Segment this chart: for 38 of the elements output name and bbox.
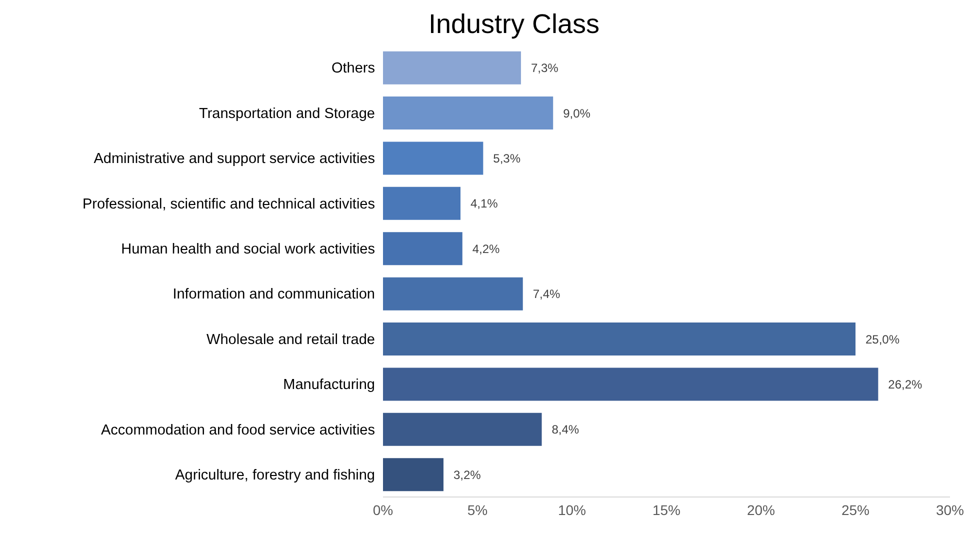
- x-tick-label: 20%: [746, 502, 776, 518]
- bar: [383, 232, 462, 266]
- chart-title: Industry Class: [427, 8, 601, 41]
- x-tick-label: 25%: [841, 502, 870, 518]
- data-label: 9,0%: [563, 106, 591, 120]
- x-tick-label: 5%: [467, 502, 488, 518]
- x-tick-label: 0%: [372, 502, 394, 518]
- data-label: 7,4%: [532, 287, 561, 302]
- bar: [383, 96, 554, 130]
- x-tick-label: 10%: [558, 502, 586, 518]
- data-label: 26,2%: [888, 377, 923, 392]
- y-tick-label: Agriculture, forestry and fishing: [175, 468, 375, 484]
- y-tick-label: Information and communication: [172, 286, 375, 303]
- y-tick-label: Others: [331, 60, 375, 77]
- bar: [383, 186, 460, 220]
- data-label: 7,3%: [530, 61, 559, 76]
- y-tick-label: Administrative and support service activities: [94, 151, 375, 168]
- y-tick-label: Professional, scientific and technical activities: [82, 196, 375, 212]
- data-label: 8,4%: [552, 422, 580, 437]
- data-label: 4,1%: [470, 196, 498, 211]
- data-label: 4,2%: [472, 242, 500, 256]
- y-tick-label: Human health and social work activities: [121, 242, 375, 258]
- bar: [383, 51, 521, 84]
- bar: [383, 142, 484, 175]
- data-label: 5,3%: [493, 151, 521, 166]
- bar: [383, 322, 856, 356]
- y-tick-label: Wholesale and retail trade: [206, 332, 375, 348]
- data-label: 25,0%: [866, 332, 900, 346]
- x-tick-label: 30%: [936, 502, 964, 518]
- bar: [383, 277, 523, 310]
- bar: [383, 368, 878, 401]
- bar: [383, 412, 542, 446]
- y-tick-label: Accommodation and food service activities: [100, 422, 375, 438]
- y-tick-label: Transportation and Storage: [199, 106, 375, 122]
- x-tick-label: 15%: [652, 502, 681, 518]
- bar: [383, 458, 444, 492]
- data-label: 3,2%: [453, 468, 482, 482]
- y-tick-label: Manufacturing: [283, 377, 375, 394]
